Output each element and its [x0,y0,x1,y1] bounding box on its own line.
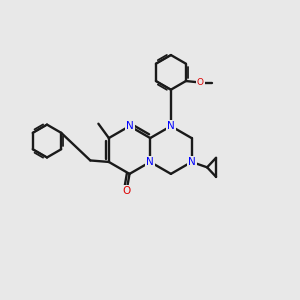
Text: N: N [126,121,134,131]
Text: O: O [197,78,204,87]
Text: N: N [167,121,175,131]
Text: O: O [122,186,131,196]
Text: N: N [146,157,154,167]
Text: N: N [188,157,196,167]
